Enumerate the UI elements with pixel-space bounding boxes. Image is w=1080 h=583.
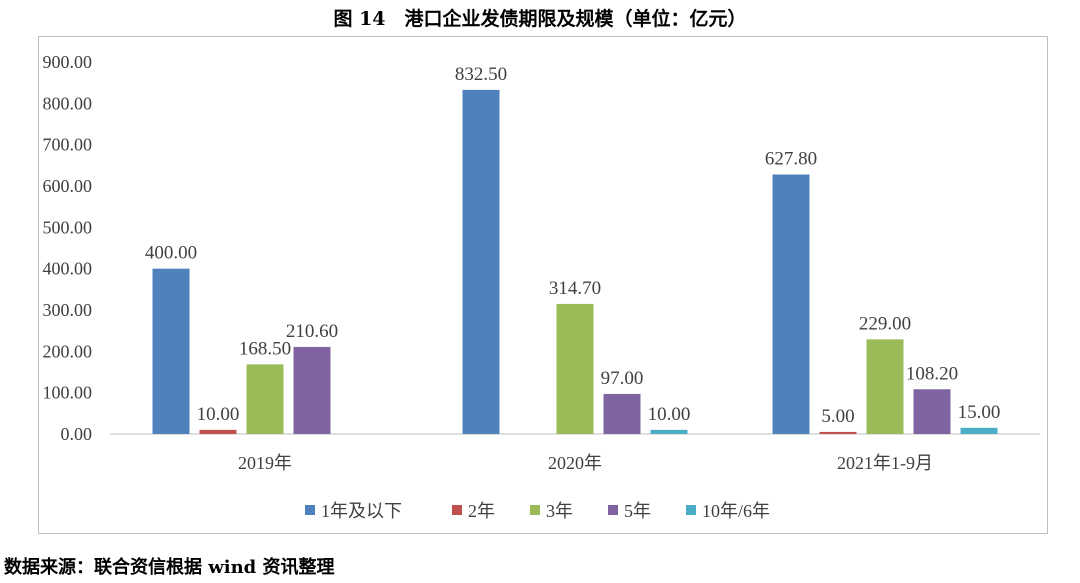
data-label: 168.50 bbox=[239, 338, 291, 359]
data-label: 314.70 bbox=[549, 278, 601, 299]
legend-label: 1年及以下 bbox=[321, 501, 402, 521]
y-tick-label: 400.00 bbox=[43, 259, 93, 279]
bar bbox=[603, 393, 641, 434]
bar bbox=[960, 427, 998, 434]
x-tick-label: 2020年 bbox=[548, 453, 602, 473]
bar bbox=[462, 89, 500, 435]
y-tick-label: 500.00 bbox=[43, 217, 93, 237]
data-label: 10.00 bbox=[197, 404, 240, 425]
x-tick-label: 2021年1-9月 bbox=[837, 453, 933, 473]
legend-swatch bbox=[530, 505, 540, 515]
y-tick-label: 600.00 bbox=[43, 176, 93, 196]
bar bbox=[293, 346, 331, 434]
data-label: 5.00 bbox=[821, 406, 854, 427]
legend-label: 5年 bbox=[624, 501, 651, 521]
data-label: 97.00 bbox=[601, 368, 644, 389]
bar bbox=[152, 268, 190, 434]
legend-swatch bbox=[305, 505, 315, 515]
legend-swatch bbox=[452, 505, 462, 515]
bar bbox=[819, 431, 857, 434]
data-label: 832.50 bbox=[455, 64, 507, 85]
bar bbox=[650, 429, 688, 434]
bar bbox=[772, 174, 810, 434]
legend-label: 2年 bbox=[468, 501, 495, 521]
bar bbox=[246, 364, 284, 434]
y-tick-label: 100.00 bbox=[43, 383, 93, 403]
data-label: 10.00 bbox=[648, 404, 691, 425]
y-tick-label: 200.00 bbox=[43, 341, 93, 361]
chart-frame bbox=[38, 36, 1048, 534]
y-tick-label: 300.00 bbox=[43, 300, 93, 320]
data-label: 229.00 bbox=[859, 313, 911, 334]
bar bbox=[199, 429, 237, 434]
legend-label: 10年/6年 bbox=[702, 501, 770, 521]
data-label: 210.60 bbox=[286, 321, 338, 342]
y-tick-label: 0.00 bbox=[61, 424, 93, 444]
legend-swatch bbox=[608, 505, 618, 515]
x-tick-label: 2019年 bbox=[238, 453, 292, 473]
y-tick-label: 800.00 bbox=[43, 93, 93, 113]
bar bbox=[866, 339, 904, 434]
legend-swatch bbox=[686, 505, 696, 515]
bar bbox=[913, 389, 951, 434]
data-label: 108.20 bbox=[906, 363, 958, 384]
bar bbox=[556, 303, 594, 434]
source-note: 数据来源：联合资信根据 wind 资讯整理 bbox=[4, 557, 335, 578]
y-tick-label: 700.00 bbox=[43, 135, 93, 155]
legend-label: 3年 bbox=[546, 501, 573, 521]
y-tick-label: 900.00 bbox=[43, 52, 93, 72]
chart-title: 图 14 港口企业发债期限及规模（单位：亿元） bbox=[333, 8, 747, 30]
data-label: 15.00 bbox=[958, 402, 1001, 423]
data-label: 400.00 bbox=[145, 243, 197, 264]
data-label: 627.80 bbox=[765, 149, 817, 170]
